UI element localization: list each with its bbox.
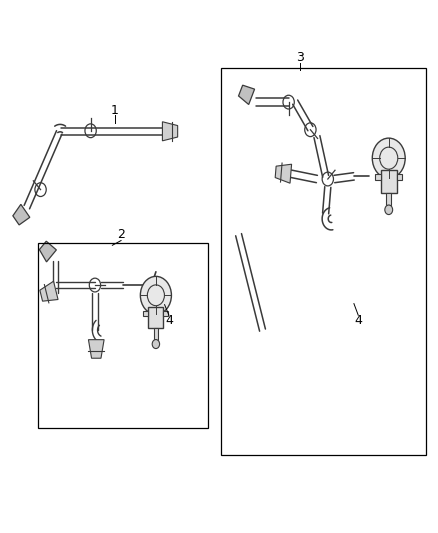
Circle shape [152, 340, 159, 349]
Polygon shape [88, 340, 104, 358]
Text: 3: 3 [296, 51, 304, 63]
Bar [148, 306, 163, 328]
Bar [386, 193, 391, 206]
Text: 1: 1 [111, 103, 119, 117]
Text: 4: 4 [354, 314, 362, 327]
Circle shape [385, 205, 392, 215]
Bar [39, 243, 208, 428]
Circle shape [372, 138, 405, 178]
Bar [154, 328, 158, 340]
Polygon shape [13, 204, 30, 225]
Text: 2: 2 [117, 228, 125, 241]
Polygon shape [239, 85, 254, 104]
Bar [143, 311, 148, 317]
Bar [375, 174, 381, 181]
Bar [221, 68, 426, 455]
Bar [381, 170, 396, 193]
Polygon shape [275, 164, 292, 183]
Polygon shape [39, 241, 57, 262]
Polygon shape [40, 281, 58, 301]
Bar [396, 174, 402, 181]
Text: 4: 4 [165, 314, 173, 327]
Circle shape [140, 276, 171, 314]
Bar [163, 311, 169, 317]
Polygon shape [162, 122, 178, 141]
